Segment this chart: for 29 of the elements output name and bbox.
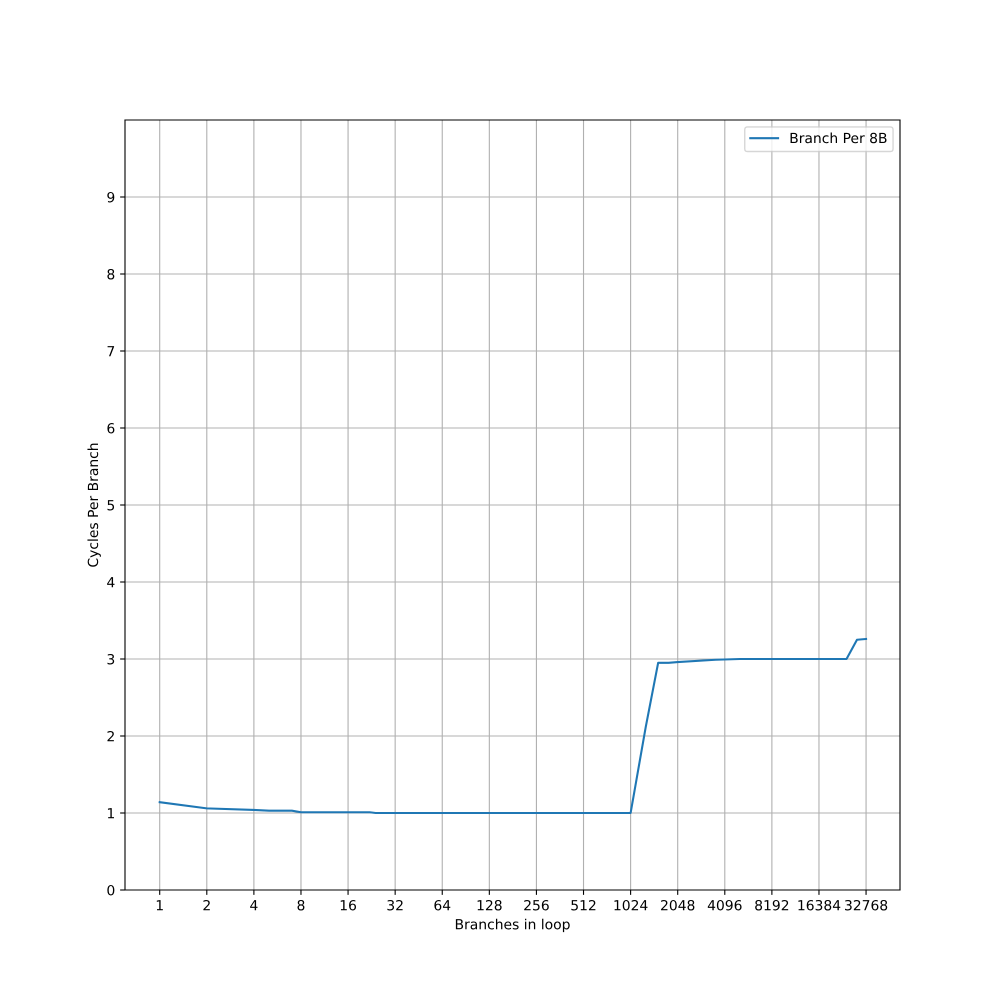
y-axis-title: Cycles Per Branch <box>87 444 101 567</box>
x-tick-label: 16 <box>340 900 356 910</box>
y-tick-label: 2 <box>107 730 114 742</box>
y-tick-label: 5 <box>108 500 114 510</box>
x-tick-label: 64 <box>434 900 450 910</box>
y-tick-label: 4 <box>107 577 114 588</box>
x-tick-label: 4096 <box>708 900 742 910</box>
x-tick-label: 32768 <box>845 900 888 910</box>
x-tick-label: 128 <box>478 900 502 910</box>
y-tick-label: 0 <box>107 884 114 896</box>
x-tick-label: 8 <box>298 900 304 910</box>
x-tick-label: 8192 <box>755 900 788 910</box>
x-tick-label: 1024 <box>614 900 648 910</box>
legend-label: Branch Per 8B <box>790 132 887 144</box>
x-axis-title: Branches in loop <box>456 918 570 932</box>
y-tick-label: 3 <box>108 654 114 664</box>
x-tick-label: 512 <box>571 900 596 910</box>
x-tick-label: 32 <box>387 900 403 910</box>
y-tick-label: 6 <box>107 422 114 434</box>
y-tick-label: 1 <box>108 808 114 818</box>
y-tick-label: 8 <box>107 268 114 280</box>
x-tick-label: 4 <box>250 900 258 910</box>
x-tick-label: 2 <box>203 900 210 910</box>
x-tick-label: 1 <box>156 900 163 910</box>
x-tick-label: 16384 <box>798 900 840 910</box>
x-tick-label: 256 <box>524 900 549 910</box>
y-tick-label: 9 <box>107 192 114 202</box>
x-tick-label: 2048 <box>661 900 694 910</box>
y-tick-label: 7 <box>108 346 114 356</box>
